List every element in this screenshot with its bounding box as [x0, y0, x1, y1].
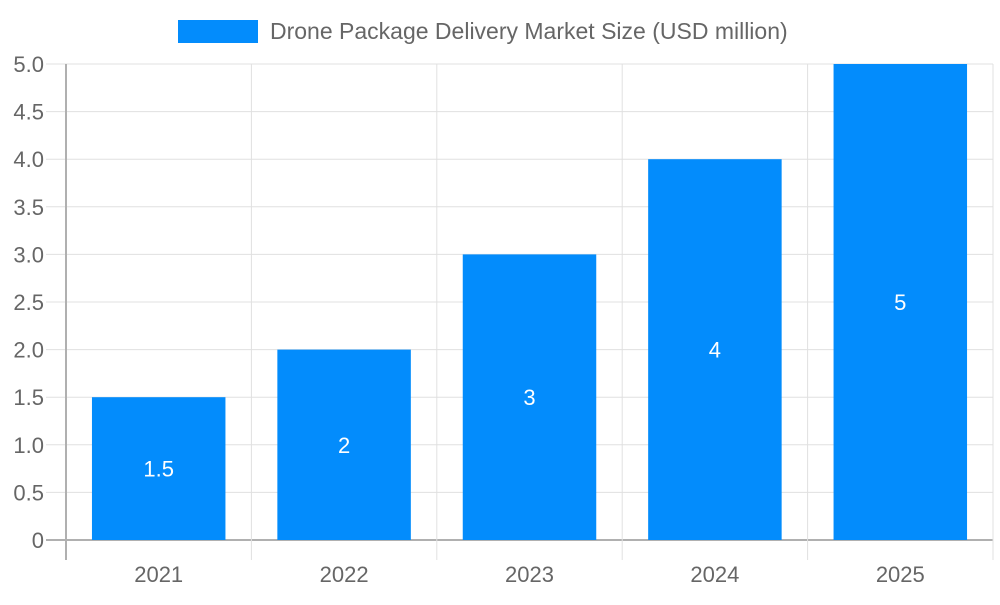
x-tick-label: 2022 — [320, 562, 369, 587]
y-tick-label: 5.0 — [13, 52, 44, 77]
x-tick-label: 2021 — [134, 562, 183, 587]
bar — [833, 64, 968, 540]
y-tick-label: 4.5 — [13, 100, 44, 125]
bar — [462, 254, 597, 540]
x-tick-label: 2024 — [690, 562, 739, 587]
legend-label: Drone Package Delivery Market Size (USD … — [270, 18, 788, 44]
data-label: 4 — [709, 338, 721, 363]
x-tick-label: 2023 — [505, 562, 554, 587]
data-label: 2 — [338, 433, 350, 458]
data-label: 3 — [523, 385, 535, 410]
bar — [277, 349, 411, 540]
bar — [648, 159, 782, 540]
legend: Drone Package Delivery Market Size (USD … — [178, 18, 788, 44]
y-tick-label: 4.0 — [13, 147, 44, 172]
y-tick-label: 0 — [32, 528, 44, 553]
y-tick-label: 3.5 — [13, 195, 44, 220]
bar — [91, 397, 226, 540]
y-tick-label: 1.5 — [13, 385, 44, 410]
y-tick-label: 1.0 — [13, 433, 44, 458]
data-label: 5 — [894, 290, 906, 315]
y-tick-label: 2.0 — [13, 338, 44, 363]
y-tick-label: 2.5 — [13, 290, 44, 315]
y-tick-label: 0.5 — [13, 480, 44, 505]
y-tick-label: 3.0 — [13, 242, 44, 267]
x-tick-label: 2025 — [876, 562, 925, 587]
legend-swatch — [178, 20, 258, 43]
data-label: 1.5 — [143, 457, 174, 482]
